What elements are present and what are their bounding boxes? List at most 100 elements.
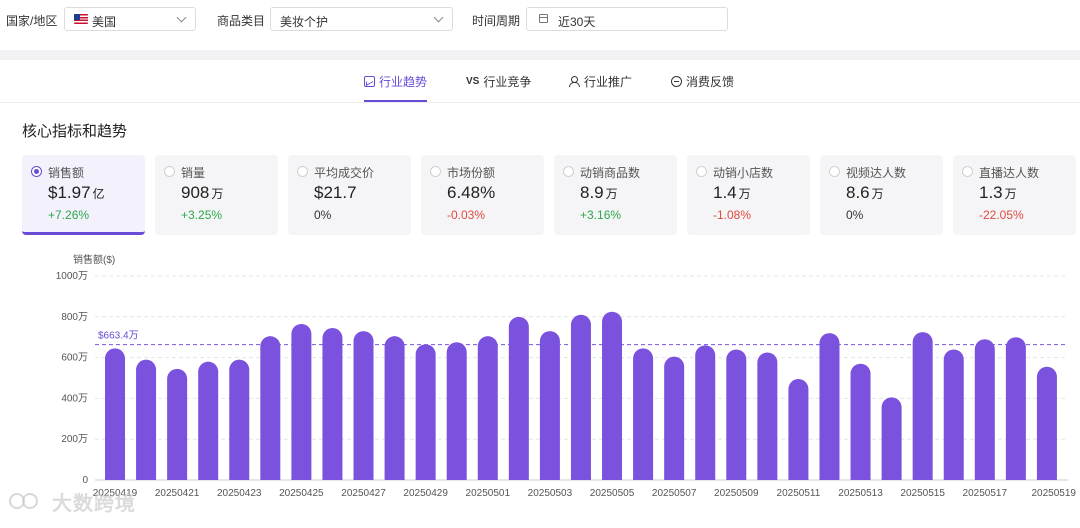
tab-industry-promotion[interactable]: 行业推广 (569, 72, 632, 90)
x-tick-label: 20250509 (714, 488, 759, 499)
y-tick-label: 400万 (61, 393, 88, 404)
metric-change: +3.16% (580, 208, 622, 222)
metric-label: 销量 (181, 166, 206, 180)
x-tick-label: 20250517 (963, 488, 1008, 499)
divider-band (0, 50, 1080, 60)
chevron-down-icon (433, 12, 444, 23)
active-tab-indicator (364, 100, 427, 102)
bar (198, 361, 219, 480)
metric-change: -0.03% (447, 208, 486, 222)
chat-bubble-icon (671, 75, 682, 87)
bar (477, 336, 498, 480)
period-value: 近30天 (558, 15, 596, 29)
bar (695, 345, 716, 480)
metric-change: +7.26% (48, 208, 90, 222)
period-label: 时间周期 (472, 14, 521, 28)
bar (633, 348, 654, 480)
metric-card-video-creators[interactable]: 视频达人数 8.6 万 0% (820, 155, 943, 235)
vs-icon: VS (466, 75, 480, 87)
country-value: 美国 (92, 15, 117, 29)
radio-icon (563, 166, 574, 177)
y-tick-label: 200万 (61, 434, 88, 445)
metric-value: 8.9 万 (580, 183, 618, 202)
radio-icon (696, 166, 707, 177)
metric-value: $1.97 亿 (48, 183, 105, 202)
bar (415, 344, 436, 480)
x-tick-label: 20250507 (652, 488, 697, 499)
metric-label: 视频达人数 (846, 166, 907, 180)
radio-icon (430, 166, 441, 177)
metric-card-avg-price[interactable]: 平均成交价 $21.7 0% (288, 155, 411, 235)
x-tick-label: 20250429 (403, 488, 448, 499)
metric-card-active-shops[interactable]: 动销小店数 1.4 万 -1.08% (687, 155, 810, 235)
metric-value: 1.4 万 (713, 183, 751, 202)
tab-label: 消费反馈 (686, 74, 735, 89)
bar (726, 349, 747, 480)
line-chart-icon (364, 75, 375, 87)
metric-value: 1.3 万 (979, 183, 1017, 202)
metric-change: 0% (314, 208, 332, 222)
y-tick-label: 600万 (61, 353, 88, 364)
bar (136, 359, 157, 480)
calendar-icon (539, 14, 548, 23)
watermark-text: 大数跨境 (52, 493, 136, 515)
category-value: 美妆个护 (280, 15, 329, 29)
metric-label: 直播达人数 (979, 166, 1040, 180)
period-picker[interactable]: 近30天 (526, 7, 728, 31)
metric-card-market-share[interactable]: 市场份额 6.48% -0.03% (421, 155, 544, 235)
bar (353, 331, 374, 480)
bar (850, 363, 871, 480)
metric-card-sales-amount[interactable]: 销售额 $1.97 亿 +7.26% (22, 155, 145, 235)
tab-label: 行业趋势 (379, 74, 428, 89)
section-title: 核心指标和趋势 (22, 123, 128, 140)
bar (602, 311, 623, 480)
bar (943, 349, 964, 480)
chevron-down-icon (176, 12, 187, 23)
bar (167, 368, 188, 480)
radio-icon (31, 166, 42, 177)
x-tick-label: 20250515 (900, 488, 945, 499)
metric-card-active-products[interactable]: 动销商品数 8.9 万 +3.16% (554, 155, 677, 235)
metric-change: 0% (846, 208, 864, 222)
category-label: 商品类目 (217, 14, 266, 28)
bar (384, 336, 405, 480)
bar (570, 314, 591, 480)
average-line-label: $663.4万 (98, 331, 139, 342)
metric-label: 动销商品数 (580, 166, 641, 180)
bar (291, 323, 312, 480)
category-select[interactable]: 美妆个护 (270, 7, 453, 31)
bar (322, 328, 343, 480)
bar (881, 397, 902, 480)
x-tick-label: 20250421 (155, 488, 200, 499)
bar (229, 359, 250, 480)
us-flag-icon (74, 14, 88, 24)
x-tick-label: 20250423 (217, 488, 262, 499)
bar (757, 352, 778, 480)
metric-card-sales-volume[interactable]: 销量 908 万 +3.25% (155, 155, 278, 235)
bar (974, 339, 995, 480)
metric-value: $21.7 (314, 183, 357, 202)
tab-industry-competition[interactable]: VS 行业竞争 (466, 72, 531, 90)
bar (1036, 366, 1057, 480)
x-tick-label: 20250505 (590, 488, 635, 499)
metric-label: 市场份额 (447, 166, 496, 180)
x-tick-label: 20250425 (279, 488, 324, 499)
watermark-logo-icon (9, 493, 38, 509)
x-tick-label: 20250503 (528, 488, 573, 499)
bar (260, 336, 281, 480)
bar (539, 331, 560, 480)
sales-trend-chart: 销售额($) 0 200万 400万 600万 800万 1000万 $663.4万 20250… (0, 245, 1080, 523)
tab-industry-trend[interactable]: 行业趋势 (364, 72, 427, 90)
metric-label: 动销小店数 (713, 166, 774, 180)
metric-card-live-creators[interactable]: 直播达人数 1.3 万 -22.05% (953, 155, 1076, 235)
y-tick-label: 1000万 (56, 271, 88, 282)
metric-label: 平均成交价 (314, 166, 375, 180)
tab-consumer-feedback[interactable]: 消费反馈 (671, 72, 734, 90)
tab-bar: 行业趋势 VS 行业竞争 行业推广 消费反馈 (0, 60, 1080, 103)
y-axis-title: 销售额($) (73, 253, 115, 266)
filter-bar: 国家/地区 美国 商品类目 美妆个护 时间周期 近30天 (0, 0, 1080, 50)
country-select[interactable]: 美国 (64, 7, 196, 31)
bar (1005, 337, 1026, 480)
bar (105, 348, 125, 480)
tab-label: 行业推广 (584, 74, 633, 89)
